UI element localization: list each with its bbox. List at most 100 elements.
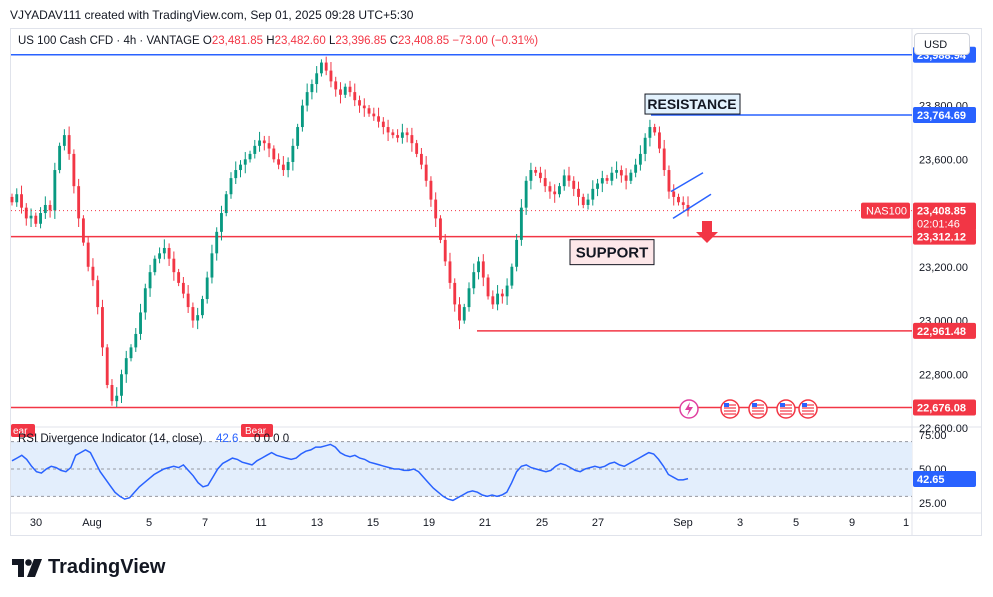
candle-body — [162, 247, 166, 254]
candle-body — [596, 183, 599, 189]
symbol-legend: US 100 Cash CFD · 4h · VANTAGE O23,481.8… — [18, 35, 538, 47]
countdown-label: 02:01:46 — [917, 219, 960, 231]
candle-body — [681, 202, 685, 205]
candle-body — [10, 196, 14, 203]
currency-button[interactable]: USD — [914, 33, 970, 55]
candle-body — [220, 213, 223, 232]
x-tick-label: 13 — [311, 517, 323, 529]
candle-body — [529, 170, 533, 181]
candle-body — [662, 148, 666, 171]
candle-body — [300, 105, 304, 128]
candle-body — [439, 218, 442, 240]
x-tick-label: Aug — [82, 517, 102, 529]
candle-body — [129, 347, 133, 359]
candle-body — [477, 261, 480, 273]
candle-body — [334, 81, 338, 90]
close-label: C — [389, 35, 399, 47]
candle-body — [110, 385, 114, 402]
resistance-annotation-box — [644, 93, 741, 115]
candle-body — [86, 242, 90, 267]
candle-body — [272, 148, 276, 160]
current-price-label: 23,408.85 — [917, 206, 966, 218]
candle-body — [562, 175, 566, 187]
candle-body — [20, 194, 23, 208]
candle-body — [472, 272, 476, 289]
candle-body — [458, 304, 461, 321]
candle-body — [148, 272, 152, 289]
us-flag-icon — [748, 399, 768, 419]
candle-body — [105, 347, 109, 386]
candle-body — [600, 178, 604, 184]
rsi-indicator-value: 42.6 — [216, 433, 238, 445]
candle-body — [315, 73, 319, 85]
candle-body — [15, 194, 19, 203]
candle-body — [591, 188, 595, 200]
candle-body — [34, 215, 38, 224]
candle-body — [558, 186, 561, 195]
chart-frame — [10, 28, 982, 536]
candle-body — [353, 92, 357, 101]
rsi-line — [11, 443, 689, 502]
candle-body — [329, 70, 333, 82]
candle-body — [491, 296, 495, 305]
candle-body — [538, 172, 542, 179]
candle-body — [205, 277, 209, 300]
high-label: H — [266, 35, 275, 47]
candle-body — [81, 218, 85, 243]
us-flag-icon-canton — [724, 403, 729, 407]
x-tick-label: 3 — [737, 517, 743, 529]
rsi-y-tick-label: 75.00 — [919, 430, 947, 442]
close-value: 23,408.85 — [398, 35, 450, 47]
candle-body — [410, 135, 414, 144]
candle-body — [62, 135, 66, 146]
candle-body — [505, 285, 509, 297]
candle-body — [124, 358, 128, 375]
candle-body — [43, 204, 47, 214]
candle-body — [24, 207, 28, 219]
y-tick-label: 23,200.00 — [919, 262, 968, 274]
x-tick-label: 1 — [903, 517, 909, 529]
level-price-tag — [913, 322, 976, 339]
candle-body — [139, 312, 142, 334]
candle-body — [515, 239, 519, 267]
candle-body — [320, 62, 323, 74]
candle-body — [258, 140, 261, 146]
x-tick-label: 27 — [592, 517, 604, 529]
candle-body — [434, 199, 438, 219]
candle-body — [96, 280, 100, 308]
candle-body — [181, 282, 185, 294]
candle-body — [158, 253, 162, 259]
candle-body — [653, 127, 657, 133]
candle-body — [381, 121, 385, 128]
candle-body — [572, 180, 576, 189]
x-tick-label: 21 — [479, 517, 491, 529]
candle-body — [610, 172, 614, 181]
us-flag-icon-canton — [752, 403, 757, 407]
candle-body — [239, 164, 242, 171]
candle-body — [405, 132, 409, 136]
x-tick-label: 5 — [146, 517, 152, 529]
symbol-tag — [861, 202, 910, 219]
candle-body — [172, 258, 176, 273]
candle-body — [215, 231, 219, 254]
candle-body — [386, 127, 390, 133]
candle-body — [424, 164, 428, 181]
y-tick-label: 22,600.00 — [919, 423, 968, 435]
candle-body — [324, 62, 328, 71]
candle-body — [638, 153, 642, 165]
candle-body — [467, 288, 471, 308]
candle-body — [629, 172, 633, 181]
candle-body — [167, 247, 171, 259]
candle-body — [262, 140, 266, 144]
candle-body — [234, 170, 238, 179]
candle-body — [200, 299, 204, 316]
candle-body — [253, 145, 257, 154]
current-price-tag — [913, 202, 976, 231]
us-flag-icon — [798, 399, 818, 419]
candle-body — [286, 161, 290, 171]
candle-body — [358, 100, 361, 106]
candle-body — [196, 315, 200, 321]
candle-body — [686, 204, 690, 211]
rsi-indicator-title: RSI Divergence Indicator (14, close) — [18, 433, 203, 445]
